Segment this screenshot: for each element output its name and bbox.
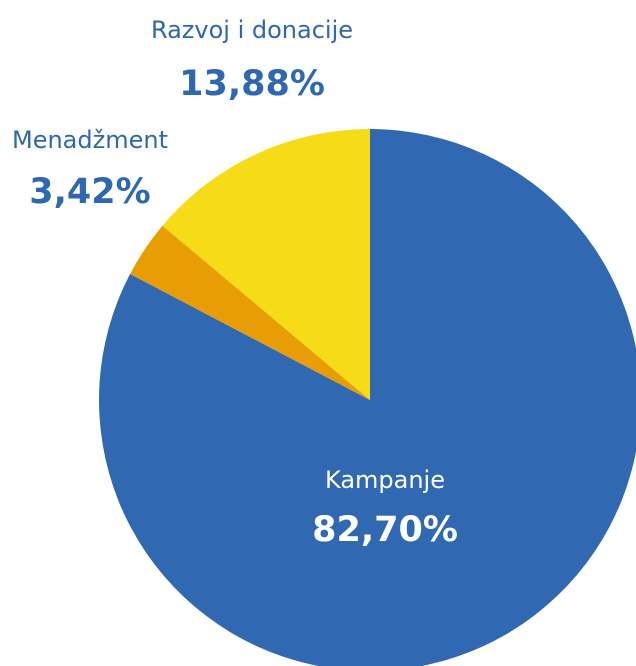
pie-slice-menad-ment	[130, 225, 370, 400]
slice-label-menad-ment: Menadžment	[12, 126, 168, 154]
pie-slice-kampanje	[99, 129, 636, 666]
pie-slice-razvoj-i-donacije	[162, 129, 370, 400]
slice-value-menad-ment: 3,42%	[29, 172, 150, 212]
slice-value-kampanje: 82,70%	[312, 510, 458, 550]
slice-value-razvoj-i-donacije: 13,88%	[179, 64, 325, 104]
slice-label-kampanje: Kampanje	[325, 466, 445, 494]
slice-label-razvoj-i-donacije: Razvoj i donacije	[151, 16, 353, 44]
